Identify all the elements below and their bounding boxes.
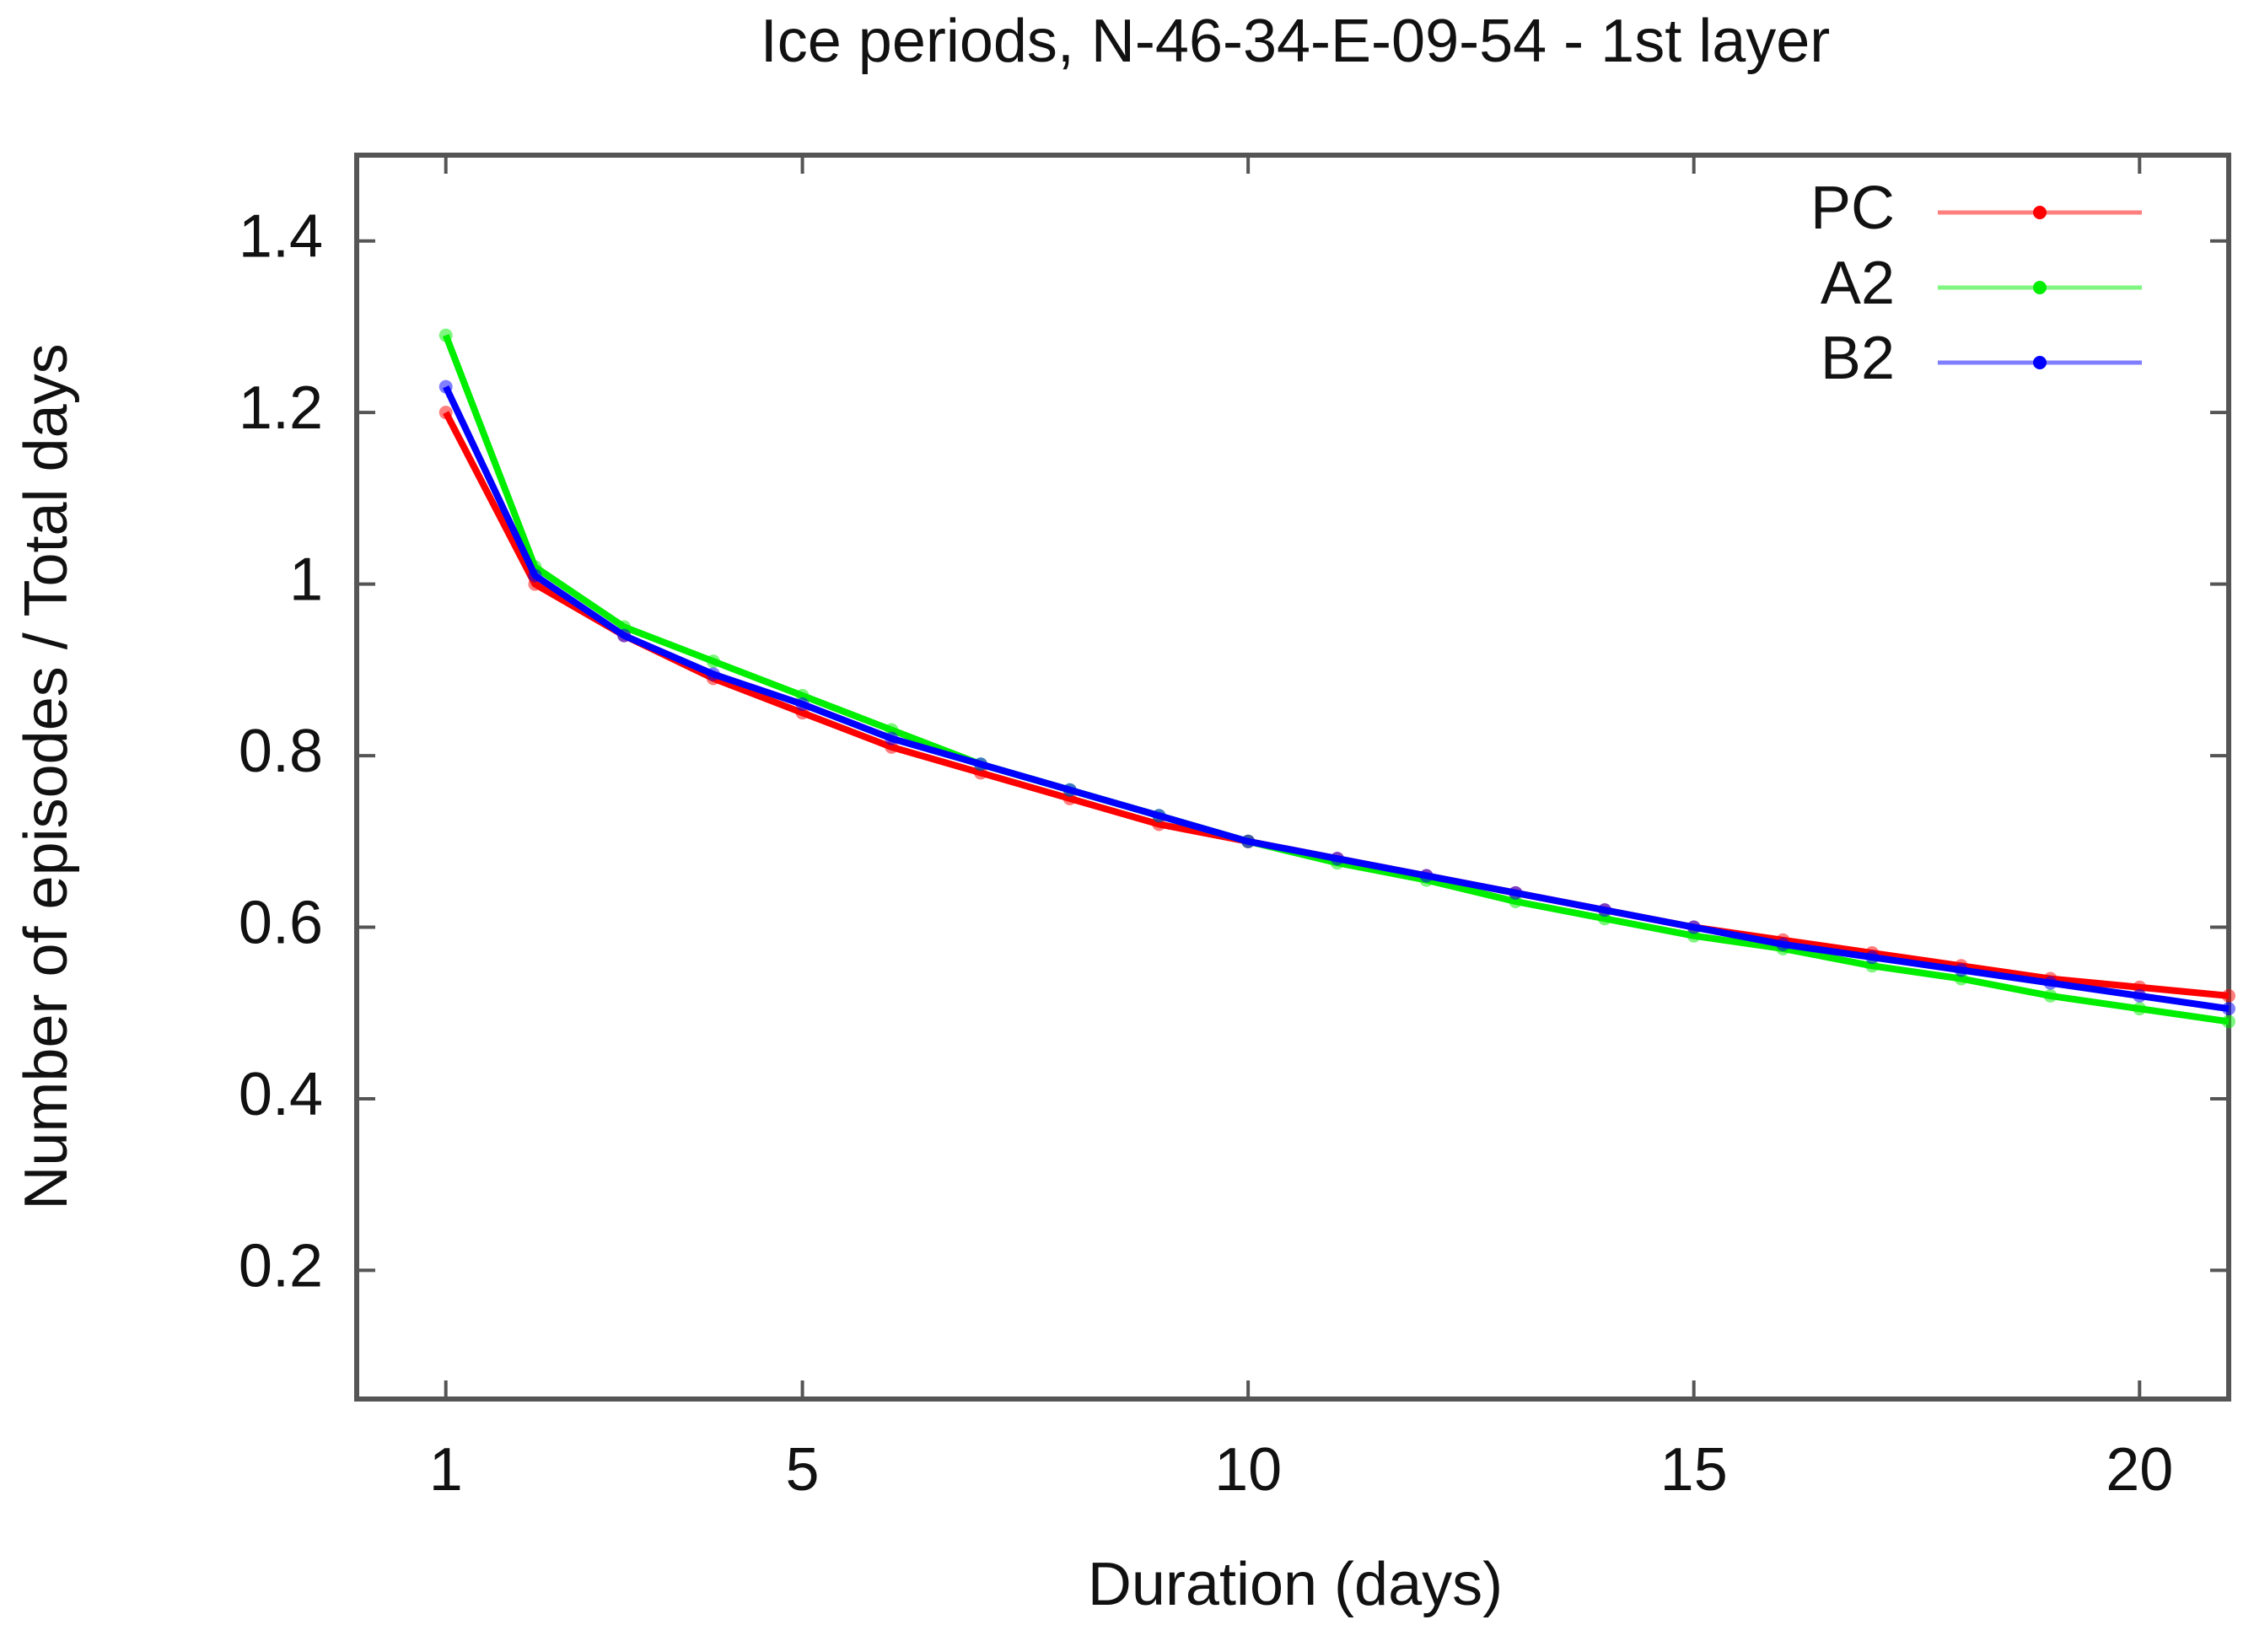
- data-point: [1686, 920, 1701, 934]
- data-point: [1509, 885, 1523, 900]
- y-tick-label: 0.6: [239, 890, 323, 957]
- legend-marker: [2033, 206, 2047, 219]
- legend-label: A2: [1821, 250, 1895, 317]
- data-point: [2222, 988, 2235, 1003]
- data-point: [1598, 903, 1611, 917]
- y-tick-label: 1.4: [239, 203, 323, 271]
- y-tick-label: 1.2: [239, 374, 323, 442]
- data-point: [1330, 852, 1344, 866]
- data-point: [1776, 937, 1790, 951]
- data-point: [1062, 783, 1077, 797]
- chart-title: Ice periods, N-46-34-E-09-54 - 1st layer: [761, 8, 1831, 75]
- data-point: [1152, 809, 1166, 823]
- data-point: [438, 328, 453, 342]
- data-point: [2133, 1002, 2147, 1016]
- legend-label: PC: [1810, 175, 1895, 242]
- data-point: [974, 757, 987, 772]
- y-tick-label: 0.8: [239, 718, 323, 785]
- data-point: [1419, 869, 1434, 883]
- data-point: [2222, 1002, 2235, 1016]
- data-point: [2133, 988, 2147, 1003]
- data-point: [2222, 1014, 2235, 1029]
- x-axis-label: Duration (days): [1088, 1551, 1503, 1618]
- data-point: [617, 628, 632, 643]
- legend-label: B2: [1821, 325, 1895, 392]
- data-point: [438, 406, 453, 420]
- x-tick-label: 15: [1660, 1436, 1728, 1504]
- data-point: [885, 731, 899, 745]
- x-tick-label: 10: [1214, 1436, 1282, 1504]
- data-point: [1865, 950, 1880, 965]
- x-tick-label: 1: [429, 1436, 463, 1504]
- x-tick-label: 5: [786, 1436, 820, 1504]
- legend-marker: [2033, 281, 2047, 294]
- y-tick-label: 0.4: [239, 1061, 323, 1128]
- data-point: [528, 568, 542, 583]
- series-line: [443, 385, 2230, 1013]
- y-tick-label: 1: [289, 546, 323, 614]
- y-axis-label: Number of episodes / Total days: [13, 343, 80, 1209]
- data-point: [1954, 963, 1968, 977]
- legend-marker: [2033, 356, 2047, 369]
- data-point: [795, 697, 810, 712]
- data-point: [1241, 834, 1256, 848]
- x-tick-label: 20: [2106, 1436, 2173, 1504]
- data-point: [706, 667, 720, 681]
- data-point: [706, 654, 720, 669]
- data-point: [2043, 976, 2058, 990]
- y-tick-label: 0.2: [239, 1232, 323, 1300]
- data-point: [438, 379, 453, 394]
- series-line: [443, 411, 2230, 999]
- plot-frame: [354, 153, 2231, 1402]
- data-point: [2043, 988, 2058, 1003]
